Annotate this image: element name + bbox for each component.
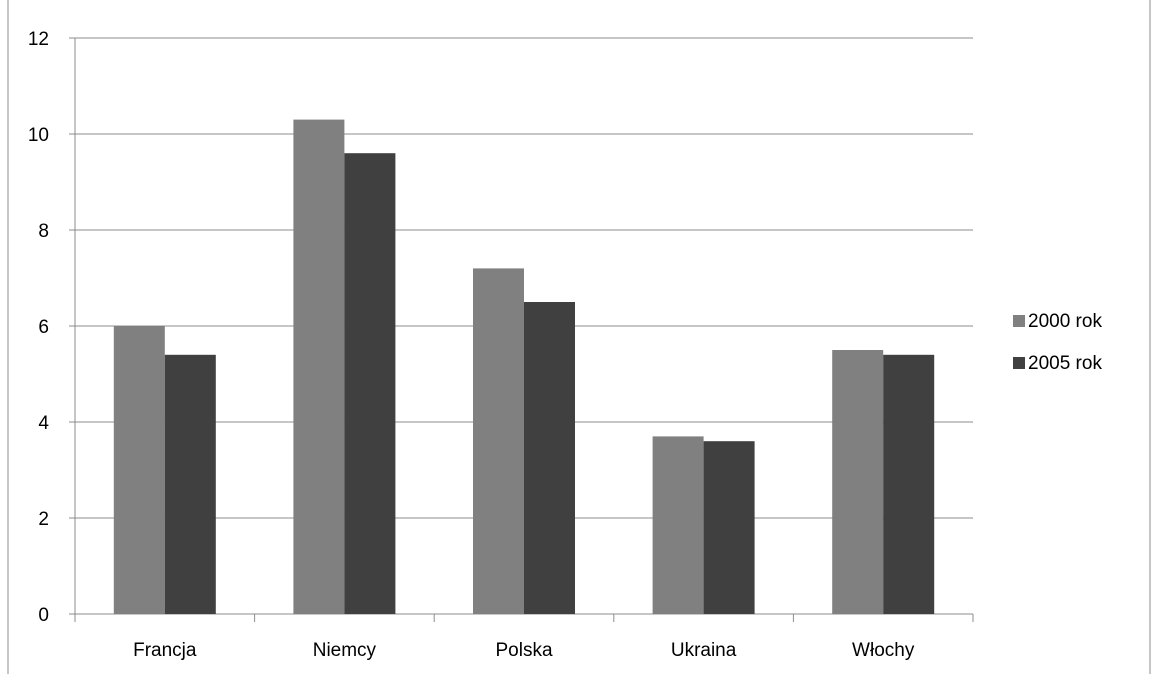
y-tick-label: 4 <box>38 413 49 434</box>
y-tick-label: 8 <box>38 221 49 242</box>
x-category-label: Ukraina <box>671 640 737 661</box>
bar-polska-2000-rok <box>473 268 524 614</box>
x-category-label: Niemcy <box>313 640 377 661</box>
bar-włochy-2000-rok <box>832 350 884 614</box>
bar-francja-2000-rok <box>113 326 165 614</box>
x-category-label: Włochy <box>852 640 915 661</box>
bar-ukraina-2005-rok <box>703 441 755 614</box>
y-tick-label: 2 <box>38 509 49 530</box>
y-tick-label: 12 <box>28 29 49 50</box>
bar-francja-2005-rok <box>164 354 216 614</box>
bar-ukraina-2000-rok <box>652 436 704 614</box>
bar-polska-2005-rok <box>524 302 575 614</box>
legend-label: 2000 rok <box>1028 311 1102 332</box>
legend-swatch <box>1013 357 1025 369</box>
x-category-label: Francja <box>133 640 197 661</box>
y-tick-label: 10 <box>28 125 49 146</box>
y-tick-label: 0 <box>38 605 49 626</box>
y-tick-label: 6 <box>38 317 49 338</box>
legend-swatch <box>1013 315 1025 327</box>
bar-włochy-2005-rok <box>883 354 935 614</box>
x-category-label: Polska <box>495 640 552 661</box>
bar-niemcy-2000-rok <box>293 119 345 614</box>
bar-niemcy-2005-rok <box>344 153 396 614</box>
legend-label: 2005 rok <box>1028 353 1102 374</box>
